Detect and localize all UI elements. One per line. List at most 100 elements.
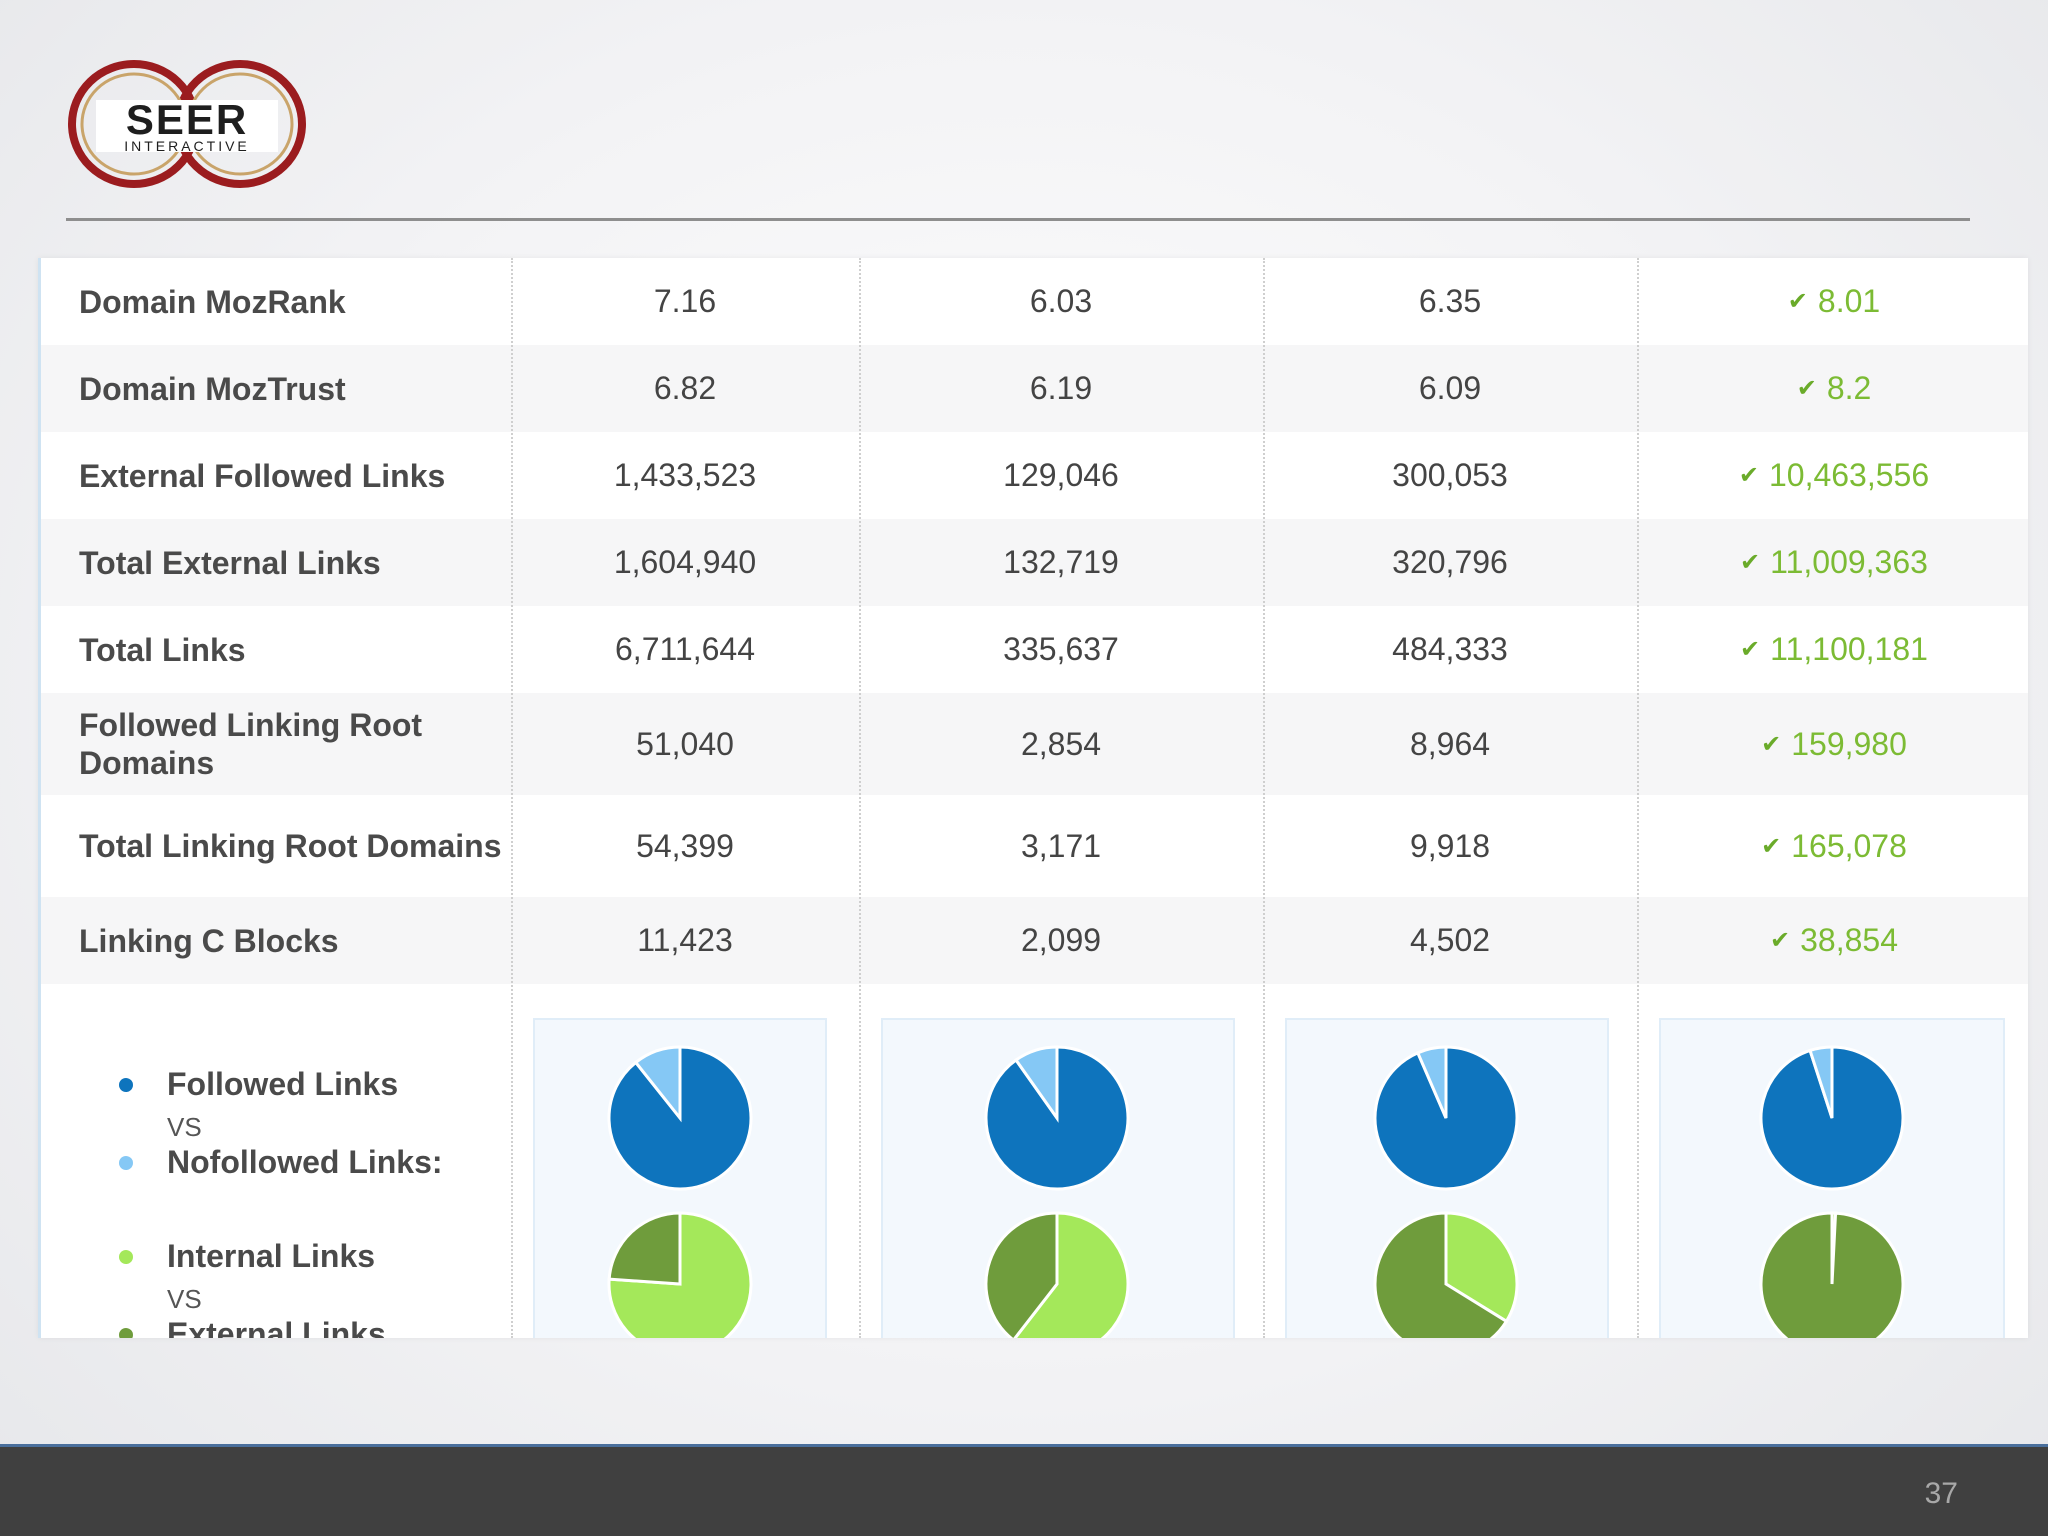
value-text: 2,854 bbox=[1020, 725, 1102, 762]
check-icon: ✔ bbox=[1761, 832, 1782, 860]
value-text: 3,171 bbox=[1020, 827, 1102, 864]
pie-slice-internal-links bbox=[1013, 1211, 1130, 1338]
value-text: 165,078 bbox=[1791, 827, 1907, 864]
value-text: 335,637 bbox=[1003, 631, 1119, 667]
row-label: Total Links bbox=[79, 631, 246, 668]
check-icon: ✔ bbox=[1740, 636, 1761, 663]
table-row: Followed Linking Root Domains 51,040 2,854… bbox=[41, 693, 2028, 795]
check-icon: ✔ bbox=[1796, 375, 1817, 402]
value-cell: 4,502 bbox=[1263, 897, 1637, 984]
value-cell: 3,171 bbox=[859, 795, 1263, 897]
pie-chart-followed-vs-nofollowed bbox=[984, 1045, 1130, 1191]
value-cell: 11,423 bbox=[511, 897, 859, 984]
check-icon: ✔ bbox=[1740, 549, 1761, 576]
pie-slice-nofollowed-links bbox=[1415, 1045, 1448, 1119]
logo-brand: SEER bbox=[126, 96, 248, 143]
row-label: Domain MozTrust bbox=[79, 370, 346, 407]
column-separator bbox=[1637, 258, 1639, 1338]
value-cell: 320,796 bbox=[1263, 519, 1637, 606]
value-text: 6.35 bbox=[1418, 283, 1482, 319]
value-cell: 7.16 bbox=[511, 258, 859, 345]
best-value-cell: ✔ 10,463,556 bbox=[1637, 432, 2028, 519]
internal-dot-icon bbox=[119, 1250, 133, 1264]
value-text: 8.2 bbox=[1826, 370, 1872, 406]
best-value-cell: ✔ 8.2 bbox=[1637, 345, 2028, 432]
value-cell: 132,719 bbox=[859, 519, 1263, 606]
check-icon: ✔ bbox=[1761, 730, 1782, 758]
page-number: 37 bbox=[1924, 1477, 1958, 1510]
pie-slice-external-links bbox=[1759, 1211, 1905, 1338]
best-value-cell: ✔ 38,854 bbox=[1637, 897, 2028, 984]
legend-external-label: External Links bbox=[167, 1316, 386, 1338]
value-cell: 8,964 bbox=[1263, 693, 1637, 795]
value-text: 11,423 bbox=[637, 922, 733, 958]
external-dot-icon bbox=[119, 1328, 133, 1338]
value-text: 11,009,363 bbox=[1770, 544, 1928, 580]
row-label: Domain MozRank bbox=[79, 283, 346, 320]
value-cell: 300,053 bbox=[1263, 432, 1637, 519]
value-text: 6.82 bbox=[653, 370, 717, 406]
best-value-cell: ✔ 165,078 bbox=[1637, 795, 2028, 897]
value-text: 1,433,523 bbox=[613, 457, 757, 493]
pie-slice-external-links bbox=[607, 1211, 682, 1286]
value-cell: 1,604,940 bbox=[511, 519, 859, 606]
check-icon: ✔ bbox=[1787, 288, 1808, 315]
value-text: 8,964 bbox=[1409, 725, 1491, 762]
legend-vs-2: VS bbox=[167, 1284, 202, 1314]
value-cell: 6,711,644 bbox=[511, 606, 859, 693]
header-divider bbox=[66, 218, 1970, 221]
value-text: 6.19 bbox=[1029, 370, 1093, 406]
table-row: Total Links 6,711,644 335,637 484,333 ✔ 11,10… bbox=[41, 606, 2028, 693]
value-text: 320,796 bbox=[1392, 544, 1508, 580]
value-text: 129,046 bbox=[1003, 457, 1119, 493]
check-icon: ✔ bbox=[1770, 927, 1791, 954]
row-label: Total External Links bbox=[79, 544, 381, 581]
row-label: Followed Linking Root Domains bbox=[79, 707, 423, 781]
value-text: 300,053 bbox=[1392, 457, 1508, 493]
value-cell: 51,040 bbox=[511, 693, 859, 795]
pie-chart-followed-vs-nofollowed bbox=[1373, 1045, 1519, 1191]
value-text: 11,100,181 bbox=[1770, 631, 1928, 667]
column-separator bbox=[511, 258, 513, 1338]
nofollowed-dot-icon bbox=[119, 1156, 133, 1170]
value-cell: 6.03 bbox=[859, 258, 1263, 345]
table-row: Domain MozRank 7.16 6.03 6.35 ✔ 8.01 bbox=[41, 258, 2028, 345]
value-cell: 9,918 bbox=[1263, 795, 1637, 897]
legend-vs-1: VS bbox=[167, 1112, 202, 1142]
table-row: Total External Links 1,604,940 132,719 320,… bbox=[41, 519, 2028, 606]
footer-bar: 37 bbox=[0, 1444, 2048, 1536]
value-text: 54,399 bbox=[636, 827, 734, 864]
value-text: 7.16 bbox=[653, 283, 717, 319]
legend-followed-label: Followed Links bbox=[167, 1066, 399, 1102]
value-text: 8.01 bbox=[1817, 283, 1881, 319]
logo-tagline: INTERACTIVE bbox=[124, 138, 250, 154]
column-separator bbox=[1263, 258, 1265, 1338]
value-text: 51,040 bbox=[636, 725, 734, 762]
value-text: 6.09 bbox=[1418, 370, 1482, 406]
pie-slice-nofollowed-links bbox=[1808, 1045, 1834, 1119]
seer-logo: SEER INTERACTIVE bbox=[66, 58, 308, 190]
value-text: 6.03 bbox=[1029, 283, 1093, 319]
value-text: 10,463,556 bbox=[1768, 457, 1930, 493]
table-row: External Followed Links 1,433,523 129,046 3… bbox=[41, 432, 2028, 519]
value-cell: 6.35 bbox=[1263, 258, 1637, 345]
row-label: Linking C Blocks bbox=[79, 922, 339, 959]
best-value-cell: ✔ 8.01 bbox=[1637, 258, 2028, 345]
pie-slice-external-links bbox=[984, 1211, 1059, 1338]
value-cell: 129,046 bbox=[859, 432, 1263, 519]
seer-logo-mark: SEER INTERACTIVE bbox=[68, 60, 306, 188]
value-cell: 1,433,523 bbox=[511, 432, 859, 519]
pie-chart-followed-vs-nofollowed bbox=[1759, 1045, 1905, 1191]
value-text: 4,502 bbox=[1409, 922, 1491, 958]
column-separator bbox=[859, 258, 861, 1338]
legend-internal-label: Internal Links bbox=[167, 1238, 376, 1274]
value-text: 9,918 bbox=[1409, 827, 1491, 864]
pie-slice-nofollowed-links bbox=[1013, 1045, 1059, 1123]
legend-nofollowed-label: Nofollowed Links: bbox=[167, 1144, 443, 1180]
value-cell: 6.09 bbox=[1263, 345, 1637, 432]
row-label: Total Linking Root Domains bbox=[79, 828, 502, 864]
pie-chart-internal-vs-external bbox=[1373, 1211, 1519, 1338]
value-cell: 54,399 bbox=[511, 795, 859, 897]
pie-chart-internal-vs-external bbox=[984, 1211, 1130, 1338]
value-text: 132,719 bbox=[1003, 544, 1119, 580]
